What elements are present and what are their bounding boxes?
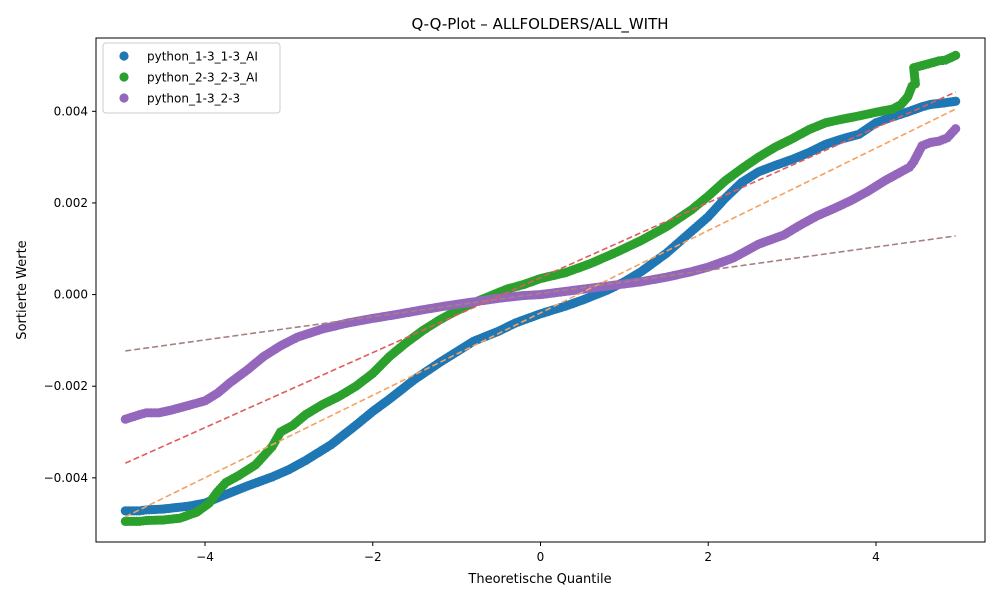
y-tick-label: 0.002 <box>54 196 88 210</box>
reference-line <box>125 108 956 518</box>
x-tick-label: −2 <box>364 550 382 564</box>
reference-line <box>125 235 956 352</box>
legend-label: python_2-3_2-3_AI <box>147 71 258 85</box>
legend-label: python_1-3_1-3_AI <box>147 50 258 64</box>
legend-marker <box>119 51 129 61</box>
series-python_2-3_2-3_AI <box>120 50 961 526</box>
y-axis: −0.004 −0.002 0.000 0.002 0.004 <box>44 104 96 485</box>
x-tick-label: 4 <box>872 550 880 564</box>
legend-box <box>102 42 281 114</box>
legend-label: python_1-3_2-3 <box>147 92 240 106</box>
x-axis-label: Theoretische Quantile <box>467 572 611 587</box>
chart-title: Q-Q-Plot – ALLFOLDERS/ALL_WITH <box>411 15 668 34</box>
data-point <box>951 96 961 106</box>
reference-line <box>125 91 956 464</box>
y-tick-label: −0.002 <box>44 379 88 393</box>
plot-area <box>120 50 961 526</box>
legend-marker <box>119 93 129 103</box>
x-axis: −4 −2 0 2 4 <box>196 542 880 564</box>
series-python_1-3_1-3_AI <box>120 96 961 516</box>
x-tick-label: −4 <box>196 550 214 564</box>
y-axis-label: Sortierte Werte <box>15 240 30 339</box>
y-tick-label: 0.000 <box>54 288 88 302</box>
x-tick-label: 0 <box>537 550 545 564</box>
data-point <box>951 124 961 134</box>
legend-marker <box>119 72 129 82</box>
y-tick-label: 0.004 <box>54 104 88 118</box>
legend: python_1-3_1-3_AI python_2-3_2-3_AIpython… <box>102 42 281 114</box>
y-tick-label: −0.004 <box>44 471 88 485</box>
x-tick-label: 2 <box>704 550 712 564</box>
data-point <box>951 50 961 61</box>
